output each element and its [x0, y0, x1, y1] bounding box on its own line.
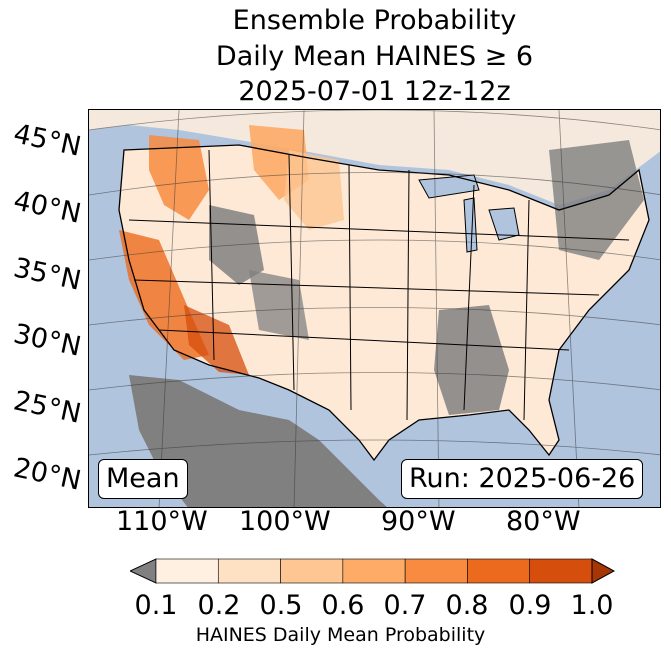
- rockies-zone: [284, 150, 344, 230]
- colorbar-bin: [529, 558, 593, 584]
- colorbar-bin: [404, 558, 468, 584]
- lat-label-25: 25°N: [10, 385, 84, 430]
- lat-label-35: 35°N: [10, 252, 84, 297]
- lake-michigan: [463, 197, 478, 253]
- colorbar: [130, 558, 616, 584]
- colorbar-bin: [217, 558, 281, 584]
- mexico-masked: [129, 375, 387, 507]
- map-title-line-1: Ensemble Probability: [232, 5, 517, 36]
- colorbar-bin: [155, 558, 219, 584]
- graticule: [89, 110, 660, 507]
- colorbar-over: [591, 558, 616, 584]
- run-date-label: Run: 2025-06-26: [401, 459, 644, 499]
- state-borders: [128, 149, 630, 421]
- masked-region: [249, 270, 309, 340]
- california-hotspot: [119, 230, 209, 360]
- probability-map: [89, 110, 660, 507]
- nw-hotspot: [149, 135, 209, 220]
- mean-label: Mean: [98, 459, 188, 499]
- colorbar-tick: 0.5: [259, 590, 303, 621]
- map-title-line-2: Daily Mean HAINES ≥ 6: [215, 41, 534, 72]
- colorbar-tick: 0.1: [134, 590, 178, 621]
- colorbar-tick: 0.7: [383, 590, 427, 621]
- us-outline: [118, 144, 650, 462]
- colorbar-tick: 0.2: [197, 590, 241, 621]
- colorbar-bin: [467, 558, 531, 584]
- lat-label-45: 45°N: [10, 118, 84, 163]
- colorbar-tick: 0.9: [508, 590, 552, 621]
- lake-huron: [488, 207, 520, 241]
- map-title-line-3: 2025-07-01 12z-12z: [238, 76, 511, 107]
- arizona-hotspot: [184, 305, 249, 375]
- colorbar-bin: [342, 558, 406, 584]
- colorbar-tick: 0.8: [445, 590, 489, 621]
- colorbar-label: HAINES Daily Mean Probability: [195, 624, 486, 646]
- lon-label-80w: 80°W: [506, 506, 581, 537]
- masked-region: [549, 140, 644, 260]
- canada-land: [89, 110, 660, 205]
- lat-label-20: 20°N: [10, 452, 84, 497]
- lon-label-90w: 90°W: [381, 506, 456, 537]
- lon-label-110w: 110°W: [116, 506, 208, 537]
- colorbar-tick: 1.0: [570, 590, 614, 621]
- masked-region: [434, 305, 509, 415]
- colorbar-bin: [280, 558, 344, 584]
- colorbar-under: [130, 558, 157, 584]
- colorbar-tick: 0.6: [321, 590, 365, 621]
- lat-label-40: 40°N: [10, 185, 84, 230]
- lon-label-100w: 100°W: [239, 506, 331, 537]
- map-panel: [88, 109, 661, 508]
- lat-label-30: 30°N: [10, 318, 84, 363]
